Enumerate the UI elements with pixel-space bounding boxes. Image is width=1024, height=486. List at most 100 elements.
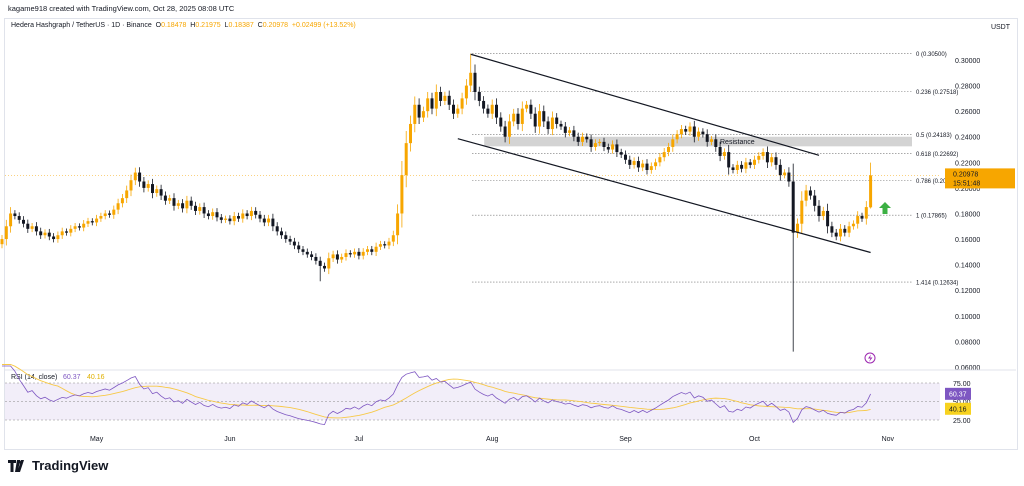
- candle-body: [512, 113, 516, 122]
- time-axis-tick: Jun: [224, 436, 235, 443]
- low-value: 0.18387: [228, 22, 254, 29]
- candle-body: [856, 216, 860, 224]
- candle-body: [297, 245, 301, 250]
- candle-body: [47, 232, 51, 237]
- rsi-value-legend: 60.37: [63, 374, 81, 381]
- candle-body: [869, 175, 873, 208]
- candle-body: [744, 162, 748, 169]
- candle-body: [258, 214, 262, 219]
- candle-body: [52, 236, 56, 240]
- rsi-ma-label: 40.16: [949, 406, 967, 413]
- candle-body: [538, 111, 541, 127]
- candle-body: [748, 162, 752, 165]
- candle-body: [103, 213, 107, 217]
- candle-body: [219, 217, 223, 220]
- candle-body: [284, 235, 288, 240]
- resistance-zone: [484, 136, 912, 147]
- candle-body: [151, 184, 154, 194]
- fib-level-label: 0.236 (0.27518): [916, 90, 958, 96]
- rsi-axis-tick: 75.00: [953, 381, 971, 388]
- candle-body: [636, 161, 640, 168]
- price-axis-tick: 0.10000: [955, 314, 980, 321]
- candle-body: [667, 146, 670, 153]
- candle-body: [404, 143, 408, 176]
- time-axis-tick: Aug: [486, 436, 499, 443]
- candle-body: [237, 216, 240, 219]
- candle-body: [624, 154, 627, 160]
- candle-body: [155, 189, 159, 194]
- candle-body: [112, 209, 116, 215]
- candle-body: [684, 129, 688, 132]
- candle-body: [409, 123, 412, 144]
- candle-body: [43, 232, 47, 236]
- fib-level-label: 0 (0.30500): [916, 52, 947, 58]
- candle-body: [765, 152, 769, 163]
- candle-body: [804, 190, 808, 201]
- candle-body: [714, 139, 718, 147]
- candle-body: [581, 136, 584, 142]
- candle-body: [387, 241, 391, 246]
- candle-body: [413, 104, 417, 124]
- candle-body: [722, 152, 726, 156]
- candle-body: [335, 254, 339, 260]
- candle-body: [202, 207, 206, 214]
- resistance-label: Resistance: [720, 139, 755, 146]
- candle-body: [662, 152, 666, 158]
- candle-body: [198, 207, 202, 211]
- fib-level-label: 0.786 (0.20569): [916, 179, 958, 185]
- candle-body: [826, 210, 830, 227]
- candle-body: [800, 200, 804, 224]
- currency-label[interactable]: USDT: [990, 24, 1010, 31]
- candle-body: [753, 159, 756, 165]
- candle-body: [460, 98, 464, 109]
- candle-body: [563, 126, 567, 133]
- candle-body: [9, 213, 13, 227]
- candle-body: [710, 139, 713, 142]
- rsi-ma-tag: [945, 402, 971, 415]
- time-axis-tick: Nov: [882, 436, 895, 443]
- candle-body: [82, 223, 86, 228]
- rsi-axis-tick: 25.00: [953, 418, 971, 425]
- candle-body: [774, 157, 778, 165]
- candle-body: [159, 189, 163, 196]
- candle-body: [864, 207, 868, 219]
- candle-body: [65, 231, 68, 233]
- price-axis-tick: 0.14000: [955, 263, 980, 270]
- candle-body: [533, 113, 537, 127]
- candle-body: [830, 226, 834, 233]
- candle-body: [847, 226, 851, 233]
- chart-frame[interactable]: [4, 18, 1018, 450]
- candle-body: [675, 134, 679, 140]
- time-axis-tick: Jul: [354, 436, 363, 443]
- candle-body: [611, 144, 615, 150]
- candle-body: [585, 136, 589, 140]
- candle-body: [469, 72, 473, 86]
- candle-body: [125, 190, 129, 199]
- candle-body: [344, 253, 348, 257]
- candle-body: [60, 231, 64, 236]
- candle-body: [821, 210, 825, 217]
- candle-body: [215, 212, 219, 218]
- candle-body: [421, 111, 425, 118]
- candle-body: [310, 254, 314, 257]
- candle-body: [477, 91, 481, 101]
- price-axis-tick: 0.24000: [955, 135, 980, 142]
- candle-body: [271, 218, 275, 227]
- candle-body: [671, 139, 675, 147]
- rsi-ma-line: [2, 364, 871, 419]
- price-axis-tick: 0.22000: [955, 160, 980, 167]
- candle-body: [697, 131, 701, 137]
- lightning-icon: [864, 352, 876, 364]
- candle-body: [654, 162, 658, 167]
- candle-body: [740, 164, 744, 169]
- countdown-timer: 15:51:48: [953, 180, 980, 187]
- candle-body: [783, 172, 787, 176]
- candle-body: [400, 175, 404, 214]
- candle-body: [13, 213, 17, 217]
- low-label: L: [224, 22, 229, 29]
- tradingview-logo[interactable]: TradingView: [8, 458, 108, 473]
- candle-body: [589, 139, 593, 147]
- candle-body: [0, 239, 4, 245]
- time-axis-tick: Oct: [749, 436, 760, 443]
